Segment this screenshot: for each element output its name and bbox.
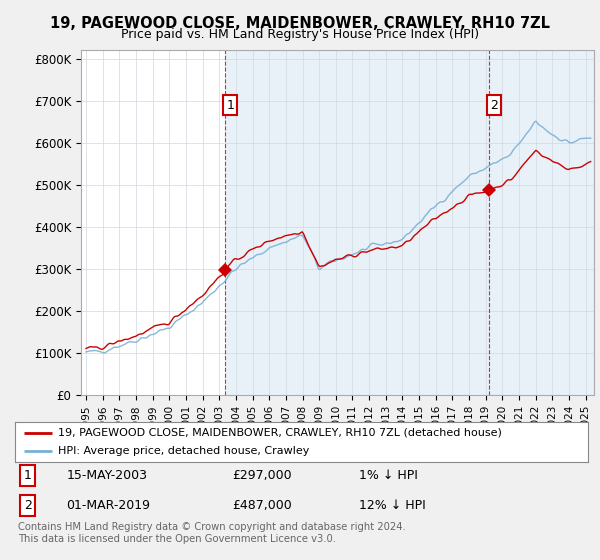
Text: 2: 2 <box>490 99 497 111</box>
Text: HPI: Average price, detached house, Crawley: HPI: Average price, detached house, Craw… <box>58 446 310 456</box>
Text: £297,000: £297,000 <box>233 469 292 482</box>
Text: 19, PAGEWOOD CLOSE, MAIDENBOWER, CRAWLEY, RH10 7ZL: 19, PAGEWOOD CLOSE, MAIDENBOWER, CRAWLEY… <box>50 16 550 31</box>
Text: 1% ↓ HPI: 1% ↓ HPI <box>359 469 418 482</box>
Text: 12% ↓ HPI: 12% ↓ HPI <box>359 499 425 512</box>
Text: 19, PAGEWOOD CLOSE, MAIDENBOWER, CRAWLEY, RH10 7ZL (detached house): 19, PAGEWOOD CLOSE, MAIDENBOWER, CRAWLEY… <box>58 428 502 437</box>
Text: 15-MAY-2003: 15-MAY-2003 <box>67 469 148 482</box>
Text: 1: 1 <box>226 99 235 111</box>
Text: 2: 2 <box>23 499 32 512</box>
Text: 1: 1 <box>23 469 32 482</box>
Text: Contains HM Land Registry data © Crown copyright and database right 2024.
This d: Contains HM Land Registry data © Crown c… <box>18 522 406 544</box>
Text: Price paid vs. HM Land Registry's House Price Index (HPI): Price paid vs. HM Land Registry's House … <box>121 28 479 41</box>
Text: £487,000: £487,000 <box>233 499 292 512</box>
Bar <box>226 50 594 395</box>
Text: 01-MAR-2019: 01-MAR-2019 <box>67 499 151 512</box>
